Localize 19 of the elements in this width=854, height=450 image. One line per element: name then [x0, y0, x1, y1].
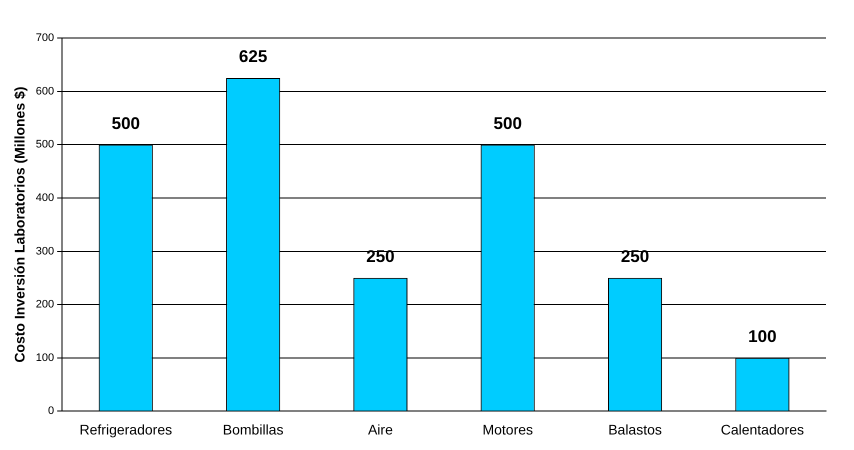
x-tick-label: Calentadores [720, 421, 804, 438]
data-label: 500 [112, 114, 140, 133]
x-tick-label: Aire [368, 421, 394, 438]
y-tick-label: 600 [36, 85, 54, 98]
y-tick-label: 300 [36, 245, 54, 258]
y-tick-label: 200 [36, 298, 54, 311]
x-tick-label: Bombillas [222, 421, 284, 438]
y-tick-label: 0 [48, 405, 54, 418]
y-tick-label: 500 [36, 138, 54, 151]
x-tick-label: Balastos [608, 421, 662, 438]
y-tick-label: 400 [36, 192, 54, 204]
y-tick-label: 700 [36, 32, 54, 44]
y-tick-label: 100 [36, 352, 54, 364]
x-tick-label: Refrigeradores [80, 421, 172, 438]
data-label: 100 [748, 327, 777, 346]
y-axis-title: Costo Inversión Laboratorios (Millones $) [11, 86, 28, 363]
data-label: 500 [494, 114, 522, 133]
data-label: 625 [238, 47, 268, 66]
x-tick-label: Motores [482, 421, 534, 438]
